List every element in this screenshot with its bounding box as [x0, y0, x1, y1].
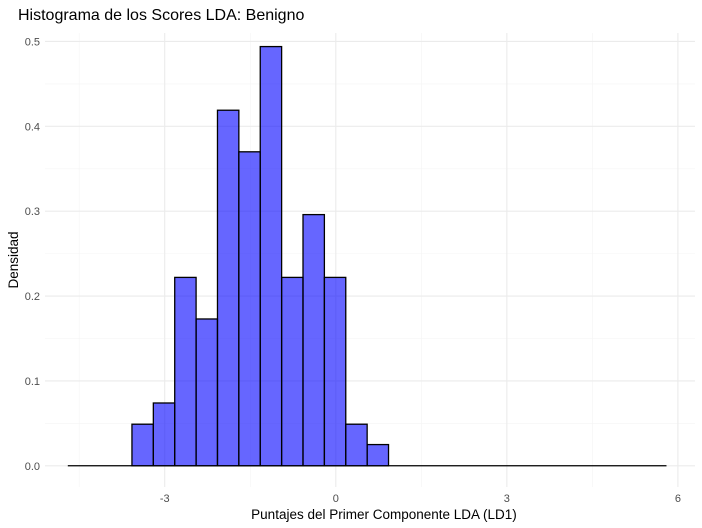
y-tick-label: 0.4: [25, 121, 40, 133]
x-tick-label: 0: [333, 493, 339, 505]
x-tick-label: 3: [504, 493, 510, 505]
histogram-bar: [259, 45, 283, 467]
tick-labels: -3 0 3 6 0.0 0.1 0.2 0.3 0.4 0.5: [25, 36, 681, 505]
y-tick-label: 0.2: [25, 291, 40, 303]
histogram-bar: [366, 443, 390, 467]
histogram-bar: [131, 423, 154, 467]
x-tick-label: -3: [160, 493, 170, 505]
histogram-bar: [302, 213, 326, 467]
y-tick-label: 0.1: [25, 376, 40, 388]
histogram-bar: [280, 276, 304, 467]
histogram-bar: [195, 318, 219, 467]
histogram-bar: [238, 151, 261, 467]
y-tick-label: 0.3: [25, 206, 40, 218]
histogram-bar: [152, 402, 176, 467]
y-tick-label: 0.5: [25, 36, 40, 48]
x-axis-title: Puntajes del Primer Componente LDA (LD1): [251, 507, 517, 522]
chart-title: Histograma de los Scores LDA: Benigno: [18, 7, 304, 24]
histogram-bar: [174, 276, 197, 467]
y-axis-title: Densidad: [6, 231, 21, 288]
histogram-bar: [323, 276, 347, 467]
x-tick-label: 6: [675, 493, 681, 505]
y-tick-label: 0.0: [25, 461, 40, 473]
histogram-bar: [345, 423, 368, 467]
histogram-bar: [216, 109, 240, 467]
histogram-bars: [67, 45, 667, 467]
grid-lines: [45, 33, 695, 487]
